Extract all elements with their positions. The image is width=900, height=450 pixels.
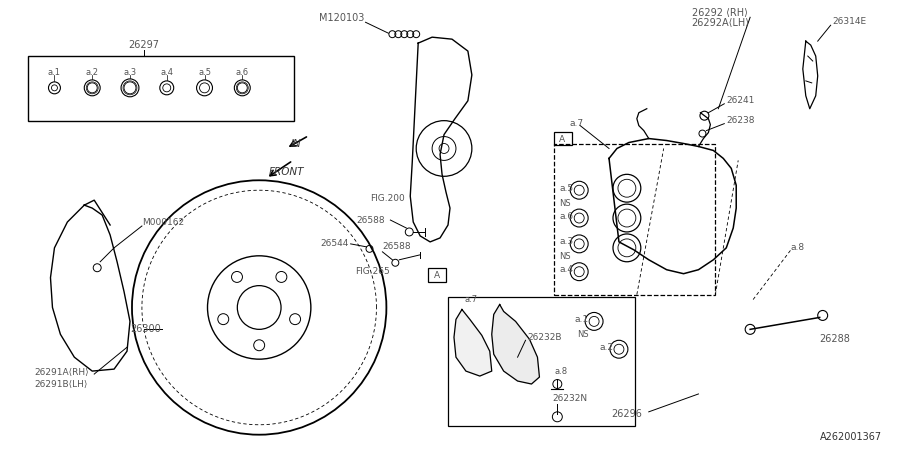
Text: M000162: M000162 bbox=[142, 217, 184, 226]
Bar bbox=[554, 131, 572, 145]
Polygon shape bbox=[491, 305, 539, 384]
Bar bbox=[554, 144, 716, 295]
Text: IN: IN bbox=[291, 139, 302, 148]
Text: a.4: a.4 bbox=[559, 265, 573, 274]
Text: A262001367: A262001367 bbox=[820, 432, 882, 442]
Bar bbox=[428, 268, 446, 282]
Text: a.5: a.5 bbox=[198, 68, 211, 77]
Text: 26241: 26241 bbox=[726, 96, 755, 105]
Text: a.4: a.4 bbox=[160, 68, 174, 77]
Bar bbox=[448, 297, 634, 426]
Text: a.8: a.8 bbox=[791, 243, 805, 252]
Polygon shape bbox=[454, 310, 491, 376]
Text: 26238: 26238 bbox=[726, 116, 755, 125]
Text: M120103: M120103 bbox=[319, 14, 364, 23]
Text: 26588: 26588 bbox=[356, 216, 385, 225]
Text: 26291A⟨RH⟩: 26291A⟨RH⟩ bbox=[34, 368, 89, 377]
Text: FRONT: FRONT bbox=[269, 167, 304, 177]
Text: 26544: 26544 bbox=[320, 239, 349, 248]
Text: A: A bbox=[559, 135, 565, 144]
Text: a.7: a.7 bbox=[570, 119, 583, 128]
Text: a.5: a.5 bbox=[559, 184, 573, 193]
Text: FIG.200: FIG.200 bbox=[371, 194, 405, 202]
Text: 26588: 26588 bbox=[382, 243, 411, 252]
Text: 26292 ⟨RH⟩: 26292 ⟨RH⟩ bbox=[691, 8, 747, 18]
Text: a.1: a.1 bbox=[48, 68, 61, 77]
Text: a.6: a.6 bbox=[559, 212, 573, 220]
Text: FIG.265: FIG.265 bbox=[356, 267, 391, 276]
Text: a.8: a.8 bbox=[554, 367, 568, 376]
Text: 26292A⟨LH⟩: 26292A⟨LH⟩ bbox=[691, 18, 750, 28]
Text: a.6: a.6 bbox=[236, 68, 249, 77]
Text: 26300: 26300 bbox=[130, 324, 161, 334]
Bar bbox=[28, 56, 294, 121]
Text: NS: NS bbox=[559, 198, 571, 207]
Text: a.3: a.3 bbox=[123, 68, 137, 77]
Text: NS: NS bbox=[559, 252, 571, 261]
Text: 26314E: 26314E bbox=[832, 17, 867, 26]
Text: 26232N: 26232N bbox=[553, 394, 588, 403]
Text: 26288: 26288 bbox=[820, 334, 850, 344]
Text: 26297: 26297 bbox=[129, 40, 159, 50]
Text: a.7: a.7 bbox=[465, 295, 478, 304]
Text: a.3: a.3 bbox=[559, 238, 573, 247]
Text: 26232B: 26232B bbox=[527, 333, 562, 342]
Text: 26291B⟨LH⟩: 26291B⟨LH⟩ bbox=[34, 379, 88, 388]
Text: NS: NS bbox=[577, 330, 589, 339]
Text: a.2: a.2 bbox=[599, 343, 613, 352]
Text: a.2: a.2 bbox=[86, 68, 99, 77]
Text: a.1: a.1 bbox=[574, 315, 589, 324]
Text: A: A bbox=[434, 271, 440, 280]
Text: 26296: 26296 bbox=[611, 409, 642, 419]
